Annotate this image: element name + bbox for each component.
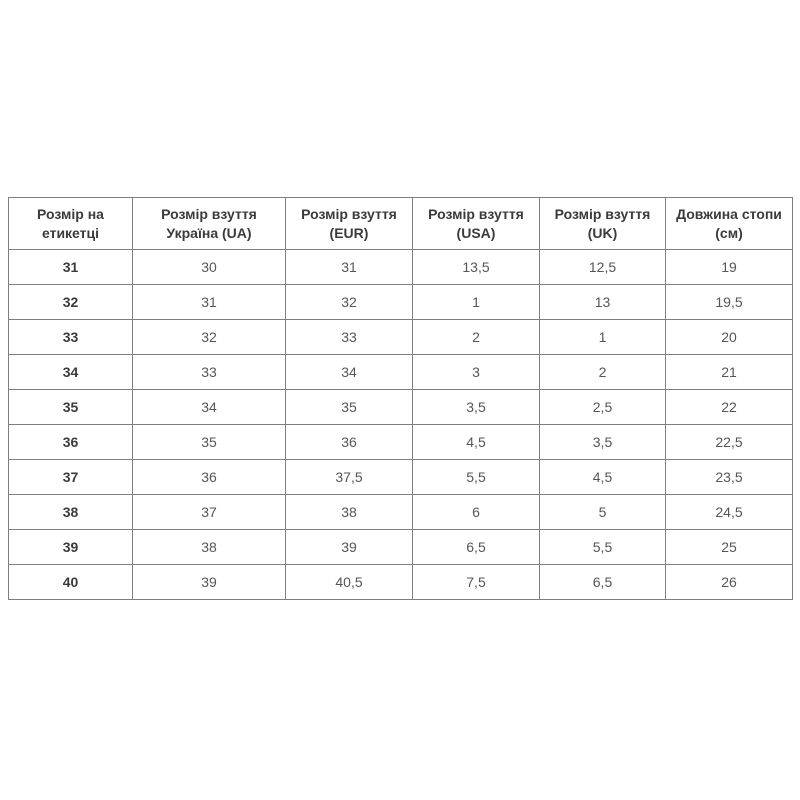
table-row: 39 38 39 6,5 5,5 25 [8,529,793,565]
table-body: 31 30 31 13,5 12,5 19 32 31 32 1 13 19,5 33 32 33 2 1 20 3… [8,249,793,600]
shoe-size-table-container: Розмір на етикетці Розмір взуття Україна… [8,197,793,600]
cell-value: 13,5 [412,249,540,285]
table-row: 31 30 31 13,5 12,5 19 [8,249,793,285]
table-row: 36 35 36 4,5 3,5 22,5 [8,424,793,460]
cell-value: 34 [285,354,413,390]
cell-value: 32 [285,284,413,320]
cell-value: 3,5 [412,389,540,425]
cell-value: 19 [665,249,793,285]
table-row: 38 37 38 6 5 24,5 [8,494,793,530]
cell-value: 2 [539,354,666,390]
cell-value: 4,5 [412,424,540,460]
cell-value: 37,5 [285,459,413,495]
cell-label-size: 40 [8,564,133,600]
cell-value: 5 [539,494,666,530]
cell-value: 34 [132,389,286,425]
cell-value: 38 [132,529,286,565]
cell-label-size: 35 [8,389,133,425]
cell-value: 20 [665,319,793,355]
cell-value: 21 [665,354,793,390]
header-label-size: Розмір на етикетці [8,197,133,250]
cell-value: 12,5 [539,249,666,285]
table-row: 34 33 34 3 2 21 [8,354,793,390]
shoe-size-conversion-table: Розмір на етикетці Розмір взуття Україна… [8,197,793,600]
cell-value: 2,5 [539,389,666,425]
cell-value: 23,5 [665,459,793,495]
cell-value: 39 [285,529,413,565]
cell-value: 31 [132,284,286,320]
cell-value: 22 [665,389,793,425]
cell-label-size: 31 [8,249,133,285]
table-row: 32 31 32 1 13 19,5 [8,284,793,320]
table-header-row: Розмір на етикетці Розмір взуття Україна… [8,197,793,250]
cell-label-size: 38 [8,494,133,530]
cell-value: 33 [132,354,286,390]
cell-value: 1 [539,319,666,355]
cell-label-size: 33 [8,319,133,355]
cell-value: 35 [285,389,413,425]
cell-value: 3 [412,354,540,390]
header-uk-size: Розмір взуття (UK) [539,197,666,250]
cell-value: 7,5 [412,564,540,600]
cell-value: 31 [285,249,413,285]
cell-value: 6,5 [539,564,666,600]
cell-value: 13 [539,284,666,320]
table-row: 40 39 40,5 7,5 6,5 26 [8,564,793,600]
header-eur-size: Розмір взуття (EUR) [285,197,413,250]
cell-value: 3,5 [539,424,666,460]
cell-value: 36 [285,424,413,460]
cell-value: 35 [132,424,286,460]
cell-value: 5,5 [539,529,666,565]
cell-value: 2 [412,319,540,355]
cell-label-size: 32 [8,284,133,320]
cell-label-size: 36 [8,424,133,460]
cell-value: 26 [665,564,793,600]
cell-value: 33 [285,319,413,355]
cell-value: 37 [132,494,286,530]
cell-label-size: 39 [8,529,133,565]
cell-label-size: 37 [8,459,133,495]
table-header: Розмір на етикетці Розмір взуття Україна… [8,197,793,250]
cell-value: 22,5 [665,424,793,460]
cell-value: 25 [665,529,793,565]
cell-value: 32 [132,319,286,355]
cell-value: 6,5 [412,529,540,565]
cell-value: 30 [132,249,286,285]
cell-label-size: 34 [8,354,133,390]
cell-value: 6 [412,494,540,530]
header-ua-size: Розмір взуття Україна (UA) [132,197,286,250]
cell-value: 36 [132,459,286,495]
table-row: 35 34 35 3,5 2,5 22 [8,389,793,425]
cell-value: 39 [132,564,286,600]
cell-value: 1 [412,284,540,320]
cell-value: 40,5 [285,564,413,600]
cell-value: 24,5 [665,494,793,530]
cell-value: 38 [285,494,413,530]
header-foot-length: Довжина стопи (см) [665,197,793,250]
cell-value: 19,5 [665,284,793,320]
cell-value: 5,5 [412,459,540,495]
header-usa-size: Розмір взуття (USA) [412,197,540,250]
cell-value: 4,5 [539,459,666,495]
table-row: 37 36 37,5 5,5 4,5 23,5 [8,459,793,495]
table-row: 33 32 33 2 1 20 [8,319,793,355]
